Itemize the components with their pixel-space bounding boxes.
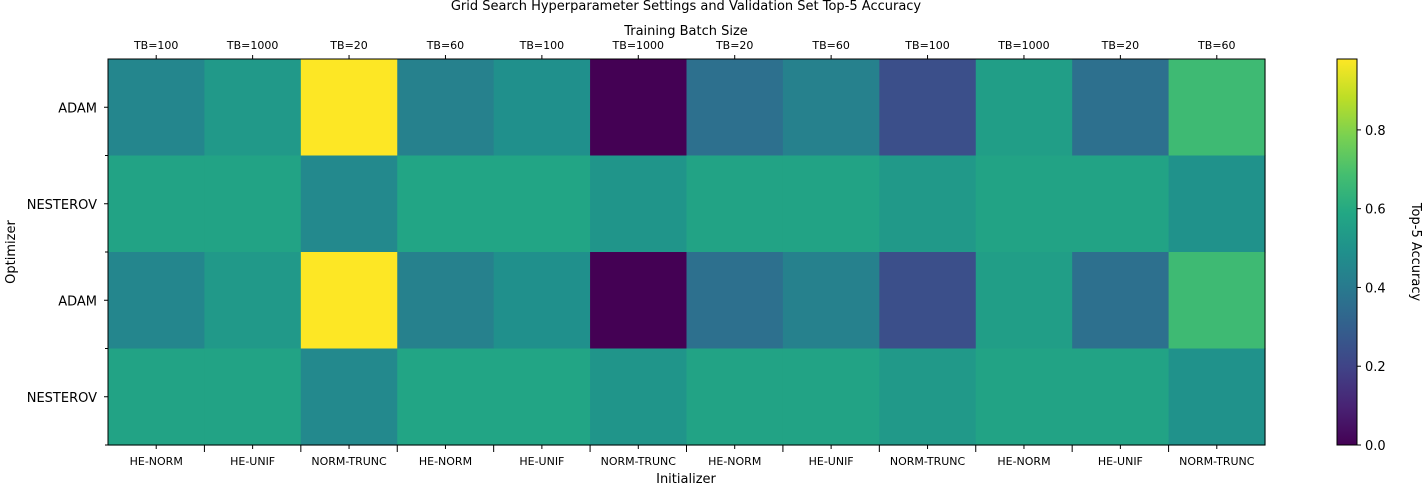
colorbar-frame bbox=[1336, 58, 1358, 446]
heatmap-cell bbox=[686, 348, 784, 446]
heatmap-cell bbox=[1168, 59, 1266, 157]
x-tick-label: NORM-TRUNC bbox=[890, 455, 966, 468]
heatmap-cell bbox=[1072, 252, 1170, 350]
heatmap-cell bbox=[975, 59, 1073, 157]
y-tick-label: ADAM bbox=[58, 294, 97, 309]
heatmap-cell bbox=[1168, 348, 1266, 446]
x2-tick-label: TB=60 bbox=[811, 39, 849, 52]
heatmap-cell bbox=[975, 155, 1073, 253]
y-tick-label: NESTEROV bbox=[27, 198, 97, 213]
x-tick-label: HE-NORM bbox=[130, 455, 183, 468]
heatmap-cell bbox=[782, 252, 880, 350]
x-tick-label: HE-UNIF bbox=[230, 455, 275, 468]
heatmap-cell bbox=[108, 59, 206, 157]
heatmap-cell bbox=[879, 348, 977, 446]
heatmap-cell bbox=[879, 155, 977, 253]
x-tick-label: HE-UNIF bbox=[1098, 455, 1143, 468]
heatmap-cell bbox=[397, 348, 495, 446]
x2-tick-label: TB=1000 bbox=[226, 39, 278, 52]
heatmap-cell bbox=[879, 252, 977, 350]
colorbar-tick-label: 0.8 bbox=[1365, 124, 1386, 139]
heatmap-cell bbox=[493, 59, 591, 157]
heatmap-cell bbox=[204, 252, 302, 350]
colorbar-tick-label: 0.0 bbox=[1365, 439, 1386, 454]
colorbar-ticks: 0.0 0.2 0.4 0.6 0.8 bbox=[1357, 124, 1386, 454]
heatmap-cell bbox=[975, 252, 1073, 350]
heatmap-cell bbox=[1168, 155, 1266, 253]
x-tick-label: NORM-TRUNC bbox=[311, 455, 387, 468]
heatmap-cell bbox=[397, 252, 495, 350]
x2-tick-label: TB=60 bbox=[1197, 39, 1235, 52]
x2-axis-label: Training Batch Size bbox=[623, 24, 748, 39]
x2-tick-label: TB=1000 bbox=[612, 39, 664, 52]
x-ticks: HE-NORM HE-UNIF NORM-TRUNC HE-NORM HE-UNIF NO… bbox=[130, 445, 1255, 468]
x2-ticks: TB=100 TB=1000 TB=20 TB=60 TB=100 TB=1000 TB=2… bbox=[133, 39, 1236, 59]
heatmap-cell bbox=[1168, 252, 1266, 350]
x2-tick-label: TB=1000 bbox=[997, 39, 1049, 52]
x2-tick-label: TB=100 bbox=[133, 39, 178, 52]
colorbar: 0.0 0.2 0.4 0.6 0.8 Top-5 Accuracy bbox=[1336, 58, 1423, 454]
heatmap-cell bbox=[590, 252, 688, 350]
heatmap-cell bbox=[1072, 348, 1170, 446]
x2-tick-label: TB=20 bbox=[715, 39, 753, 52]
heatmap-cell bbox=[493, 155, 591, 253]
heatmap-cell bbox=[300, 155, 398, 253]
x-tick-label: NORM-TRUNC bbox=[601, 455, 677, 468]
x-tick-label: HE-NORM bbox=[997, 455, 1050, 468]
heatmap-cell bbox=[108, 155, 206, 253]
x-tick-label: HE-UNIF bbox=[809, 455, 854, 468]
heatmap-cell bbox=[204, 59, 302, 157]
heatmap-cell bbox=[686, 155, 784, 253]
heatmap-cell bbox=[300, 59, 398, 157]
heatmap-cell bbox=[1072, 155, 1170, 253]
heatmap-cell bbox=[590, 348, 688, 446]
x2-tick-label: TB=20 bbox=[329, 39, 367, 52]
x2-tick-label: TB=20 bbox=[1101, 39, 1139, 52]
heatmap-cell bbox=[397, 59, 495, 157]
colorbar-tick-label: 0.2 bbox=[1365, 360, 1386, 375]
colorbar-tick-label: 0.6 bbox=[1365, 203, 1386, 218]
heatmap-cell bbox=[975, 348, 1073, 446]
x-tick-label: HE-UNIF bbox=[519, 455, 564, 468]
heatmap-cell bbox=[108, 348, 206, 446]
colorbar-label: Top-5 Accuracy bbox=[1408, 202, 1423, 302]
heatmap-cell bbox=[590, 59, 688, 157]
y-tick-label: NESTEROV bbox=[27, 391, 97, 406]
heatmap-cell bbox=[686, 252, 784, 350]
chart-title: Grid Search Hyperparameter Settings and … bbox=[451, 0, 922, 14]
colorbar-tick-label: 0.4 bbox=[1365, 281, 1386, 296]
heatmap-cell bbox=[782, 155, 880, 253]
x-tick-label: HE-NORM bbox=[708, 455, 761, 468]
x2-tick-label: TB=100 bbox=[519, 39, 564, 52]
x2-tick-label: TB=60 bbox=[426, 39, 464, 52]
heatmap-cell bbox=[590, 155, 688, 253]
heatmap-cell bbox=[1072, 59, 1170, 157]
heatmap-cell bbox=[782, 59, 880, 157]
heatmap-cell bbox=[300, 252, 398, 350]
x-tick-label: HE-NORM bbox=[419, 455, 472, 468]
heatmap-cell bbox=[300, 348, 398, 446]
x-axis-label: Initializer bbox=[656, 472, 716, 487]
heatmap-cell bbox=[879, 59, 977, 157]
heatmap-cell bbox=[108, 252, 206, 350]
x-tick-label: NORM-TRUNC bbox=[1179, 455, 1255, 468]
heatmap-cells bbox=[108, 59, 1266, 446]
y-tick-label: ADAM bbox=[58, 101, 97, 116]
heatmap-cell bbox=[493, 252, 591, 350]
heatmap-cell bbox=[782, 348, 880, 446]
y-ticks: ADAM NESTEROV ADAM NESTEROV bbox=[27, 101, 108, 446]
heatmap-cell bbox=[204, 155, 302, 253]
heatmap-cell bbox=[686, 59, 784, 157]
heatmap-cell bbox=[493, 348, 591, 446]
heatmap-cell bbox=[397, 155, 495, 253]
y-axis-label: Optimizer bbox=[4, 220, 19, 284]
x2-tick-label: TB=100 bbox=[904, 39, 949, 52]
colorbar-gradient bbox=[1337, 59, 1357, 445]
heatmap-cell bbox=[204, 348, 302, 446]
